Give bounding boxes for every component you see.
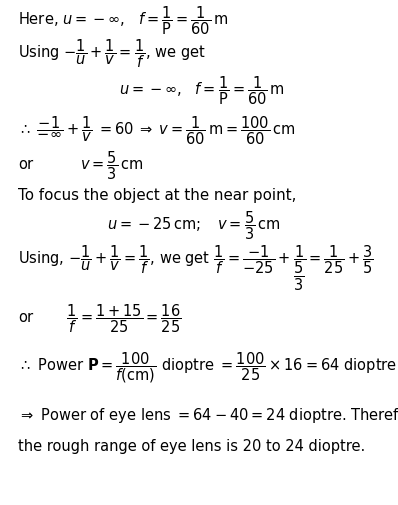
Text: or $\qquad\quad v = \dfrac{5}{3}\,\mathrm{cm}$: or $\qquad\quad v = \dfrac{5}{3}\,\mathr… — [18, 149, 143, 182]
Text: $\therefore\; \dfrac{-1}{-\infty}+\dfrac{1}{v} \;=60 \;\Rightarrow\; v = \dfrac{: $\therefore\; \dfrac{-1}{-\infty}+\dfrac… — [18, 114, 295, 146]
Text: Using, $-\dfrac{1}{u}+\dfrac{1}{v} = \dfrac{1}{f}$, we get $\dfrac{1}{f} = \dfra: Using, $-\dfrac{1}{u}+\dfrac{1}{v} = \df… — [18, 244, 374, 293]
Text: the rough range of eye lens is 20 to 24 dioptre.: the rough range of eye lens is 20 to 24 … — [18, 439, 365, 455]
Text: $\therefore$ Power $\mathbf{P} = \dfrac{100}{f(\mathrm{cm})}$ dioptre $= \dfrac{: $\therefore$ Power $\mathbf{P} = \dfrac{… — [18, 350, 397, 385]
Text: Using $-\dfrac{1}{u}+\dfrac{1}{v} = \dfrac{1}{f}$, we get: Using $-\dfrac{1}{u}+\dfrac{1}{v} = \dfr… — [18, 38, 206, 70]
Text: $u = -25\,\mathrm{cm};\quad v = \dfrac{5}{3}\,\mathrm{cm}$: $u = -25\,\mathrm{cm};\quad v = \dfrac{5… — [107, 210, 281, 242]
Text: Here, $u = -\infty$,   $f = \dfrac{1}{\mathrm{P}} = \dfrac{1}{60}\,\mathrm{m}$: Here, $u = -\infty$, $f = \dfrac{1}{\mat… — [18, 5, 228, 37]
Text: or $\qquad \dfrac{1}{f} = \dfrac{1+15}{25} = \dfrac{16}{25}$: or $\qquad \dfrac{1}{f} = \dfrac{1+15}{2… — [18, 303, 181, 335]
Text: To focus the object at the near point,: To focus the object at the near point, — [18, 188, 296, 203]
Text: $u = -\infty$,   $f = \dfrac{1}{\mathrm{P}} = \dfrac{1}{60}\,\mathrm{m}$: $u = -\infty$, $f = \dfrac{1}{\mathrm{P}… — [119, 75, 285, 107]
Text: $\Rightarrow$ Power of eye lens $= 64 - 40 = 24$ dioptre. Therefore,: $\Rightarrow$ Power of eye lens $= 64 - … — [18, 406, 398, 425]
